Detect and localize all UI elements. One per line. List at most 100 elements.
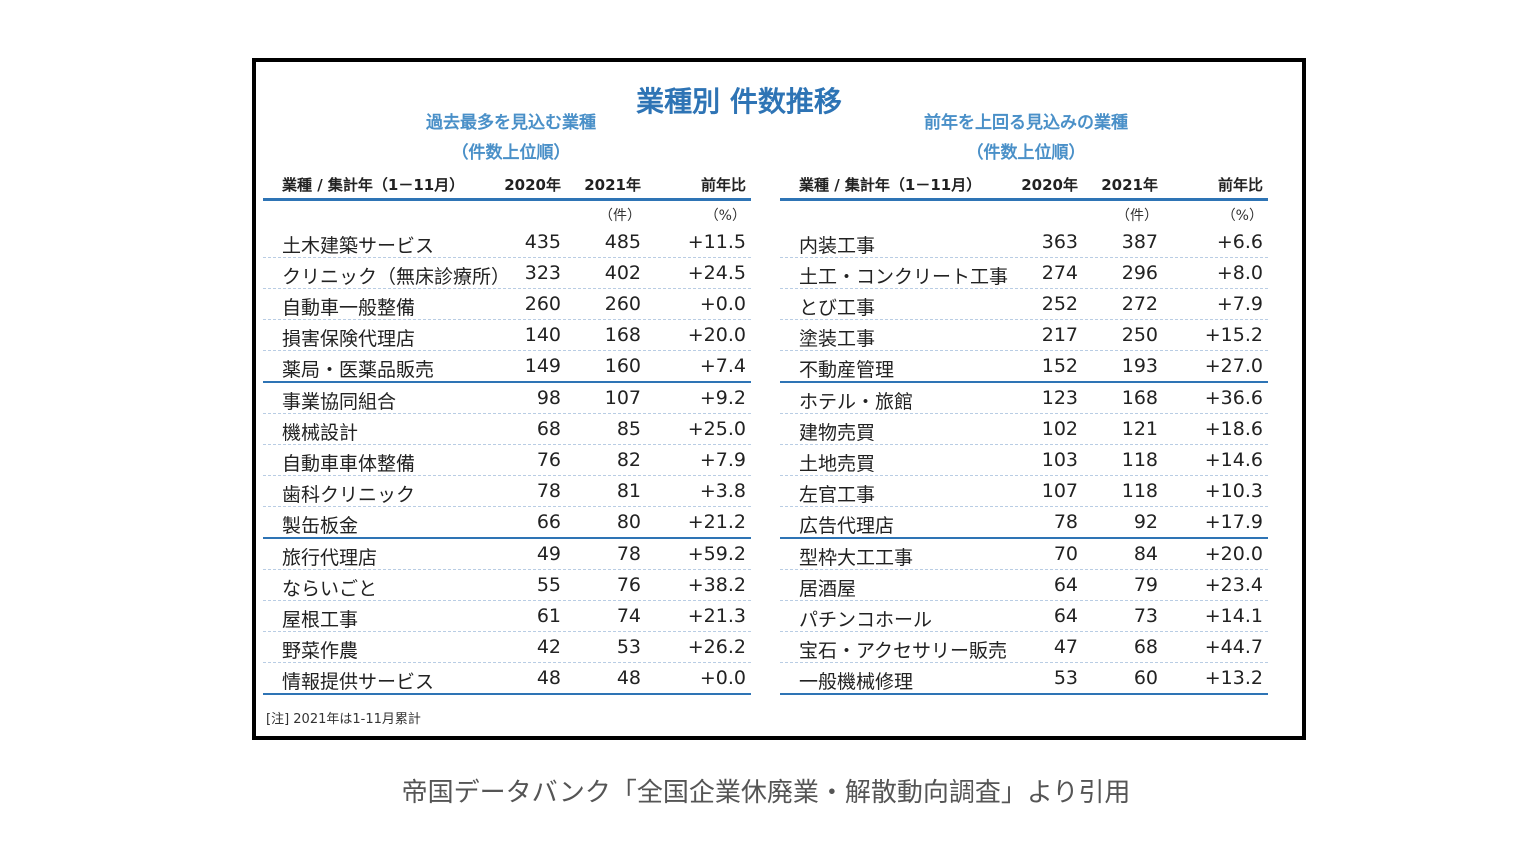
unit-percent: （%） — [1221, 208, 1263, 224]
yoy-ratio: +10.3 — [1204, 480, 1263, 502]
header-ratio: 前年比 — [700, 176, 746, 194]
figure-title: 業種別 件数推移 — [636, 85, 842, 118]
count-2020: 76 — [536, 449, 561, 471]
count-2021: 118 — [1121, 449, 1158, 471]
left-subtitle-line1: 過去最多を見込む業種 — [426, 113, 596, 133]
count-2021: 53 — [616, 636, 641, 658]
table-row: 自動車車体整備 76 82 +7.9 — [263, 445, 751, 476]
table-row: 製缶板金 66 80 +21.2 — [263, 507, 751, 539]
yoy-ratio: +21.2 — [687, 511, 746, 533]
yoy-ratio: +14.6 — [1204, 449, 1263, 471]
industry-name: 左官工事 — [799, 484, 876, 506]
count-2020: 149 — [524, 355, 561, 377]
yoy-ratio: +59.2 — [687, 543, 746, 565]
table-row: 広告代理店 78 92 +17.9 — [780, 507, 1268, 539]
yoy-ratio: +17.9 — [1204, 511, 1263, 533]
table-row: ホテル・旅館 123 168 +36.6 — [780, 383, 1268, 414]
table-row: 左官工事 107 118 +10.3 — [780, 476, 1268, 507]
count-2021: 193 — [1121, 355, 1158, 377]
yoy-ratio: +38.2 — [687, 574, 746, 596]
count-2021: 485 — [604, 231, 641, 253]
industry-name: 損害保険代理店 — [282, 328, 416, 350]
count-2020: 70 — [1053, 543, 1078, 565]
yoy-ratio: +25.0 — [687, 418, 746, 440]
yoy-ratio: +23.4 — [1204, 574, 1263, 596]
count-2020: 49 — [536, 543, 561, 565]
count-2021: 118 — [1121, 480, 1158, 502]
industry-name: 土地売買 — [799, 453, 876, 475]
table-row: 情報提供サービス 48 48 +0.0 — [263, 663, 751, 695]
count-2020: 78 — [1053, 511, 1078, 533]
industry-name: 屋根工事 — [282, 609, 359, 631]
count-2021: 73 — [1133, 605, 1158, 627]
header-2020: 2020年 — [1021, 176, 1078, 194]
count-2021: 92 — [1133, 511, 1158, 533]
table-row: 不動産管理 152 193 +27.0 — [780, 351, 1268, 383]
count-2021: 84 — [1133, 543, 1158, 565]
yoy-ratio: +11.5 — [687, 231, 746, 253]
count-2020: 55 — [536, 574, 561, 596]
industry-name: 内装工事 — [799, 235, 876, 257]
count-2020: 274 — [1041, 262, 1078, 284]
industry-name: 広告代理店 — [799, 515, 895, 537]
industry-name: 歯科クリニック — [282, 484, 416, 506]
yoy-ratio: +7.4 — [699, 355, 746, 377]
count-2021: 107 — [604, 387, 641, 409]
count-2020: 260 — [524, 293, 561, 315]
count-2021: 402 — [604, 262, 641, 284]
count-2020: 217 — [1041, 324, 1078, 346]
header-ratio: 前年比 — [1217, 176, 1263, 194]
count-2020: 363 — [1041, 231, 1078, 253]
yoy-ratio: +20.0 — [1204, 543, 1263, 565]
industry-name: 土木建築サービス — [282, 235, 435, 257]
right-table: 業種 / 集計年（1－11月） 2020年 2021年 前年比 （件） （%） 内装工事 36… — [780, 170, 1268, 695]
table-row: 建物売買 102 121 +18.6 — [780, 414, 1268, 445]
right-subtitle: 前年を上回る見込みの業種 （件数上位順） — [886, 108, 1166, 168]
table-figure: 業種別 件数推移 過去最多を見込む業種 （件数上位順） 前年を上回る見込みの業種… — [252, 58, 1306, 740]
count-2021: 250 — [1121, 324, 1158, 346]
table-row: 型枠大工工事 70 84 +20.0 — [780, 539, 1268, 570]
yoy-ratio: +7.9 — [699, 449, 746, 471]
count-2021: 272 — [1121, 293, 1158, 315]
count-2021: 74 — [616, 605, 641, 627]
unit-count: （件） — [599, 208, 641, 224]
yoy-ratio: +0.0 — [699, 667, 746, 689]
table-header-row: 業種 / 集計年（1－11月） 2020年 2021年 前年比 — [263, 170, 751, 201]
table-row: 事業協同組合 98 107 +9.2 — [263, 383, 751, 414]
count-2020: 53 — [1053, 667, 1078, 689]
industry-name: クリニック（無床診療所） — [282, 266, 511, 288]
table-row: ならいごと 55 76 +38.2 — [263, 570, 751, 601]
yoy-ratio: +24.5 — [687, 262, 746, 284]
header-2021: 2021年 — [1101, 176, 1158, 194]
header-industry: 業種 / 集計年（1－11月） — [282, 176, 465, 194]
table-row: クリニック（無床診療所） 323 402 +24.5 — [263, 258, 751, 289]
count-2020: 103 — [1041, 449, 1078, 471]
count-2021: 85 — [616, 418, 641, 440]
header-industry: 業種 / 集計年（1－11月） — [799, 176, 982, 194]
table-row: 旅行代理店 49 78 +59.2 — [263, 539, 751, 570]
count-2021: 79 — [1133, 574, 1158, 596]
table-row: 野菜作農 42 53 +26.2 — [263, 632, 751, 663]
yoy-ratio: +7.9 — [1216, 293, 1263, 315]
count-2020: 78 — [536, 480, 561, 502]
count-2021: 81 — [616, 480, 641, 502]
count-2021: 68 — [1133, 636, 1158, 658]
count-2020: 123 — [1041, 387, 1078, 409]
industry-name: 旅行代理店 — [282, 547, 378, 569]
industry-name: 製缶板金 — [282, 515, 359, 537]
count-2021: 80 — [616, 511, 641, 533]
count-2020: 64 — [1053, 574, 1078, 596]
count-2020: 66 — [536, 511, 561, 533]
count-2020: 152 — [1041, 355, 1078, 377]
count-2020: 435 — [524, 231, 561, 253]
table-row: とび工事 252 272 +7.9 — [780, 289, 1268, 320]
count-2021: 78 — [616, 543, 641, 565]
table-row: 歯科クリニック 78 81 +3.8 — [263, 476, 751, 507]
count-2020: 252 — [1041, 293, 1078, 315]
count-2020: 102 — [1041, 418, 1078, 440]
industry-name: ホテル・旅館 — [799, 391, 914, 413]
table-row: 土工・コンクリート工事 274 296 +8.0 — [780, 258, 1268, 289]
count-2020: 48 — [536, 667, 561, 689]
left-subtitle: 過去最多を見込む業種 （件数上位順） — [386, 108, 636, 168]
count-2020: 107 — [1041, 480, 1078, 502]
